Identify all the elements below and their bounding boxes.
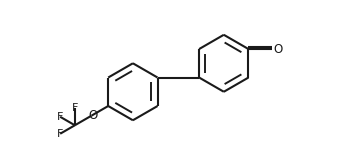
Text: F: F xyxy=(72,103,78,113)
Text: F: F xyxy=(57,112,63,122)
Text: O: O xyxy=(88,109,97,122)
Text: F: F xyxy=(57,129,63,139)
Text: O: O xyxy=(274,43,283,55)
